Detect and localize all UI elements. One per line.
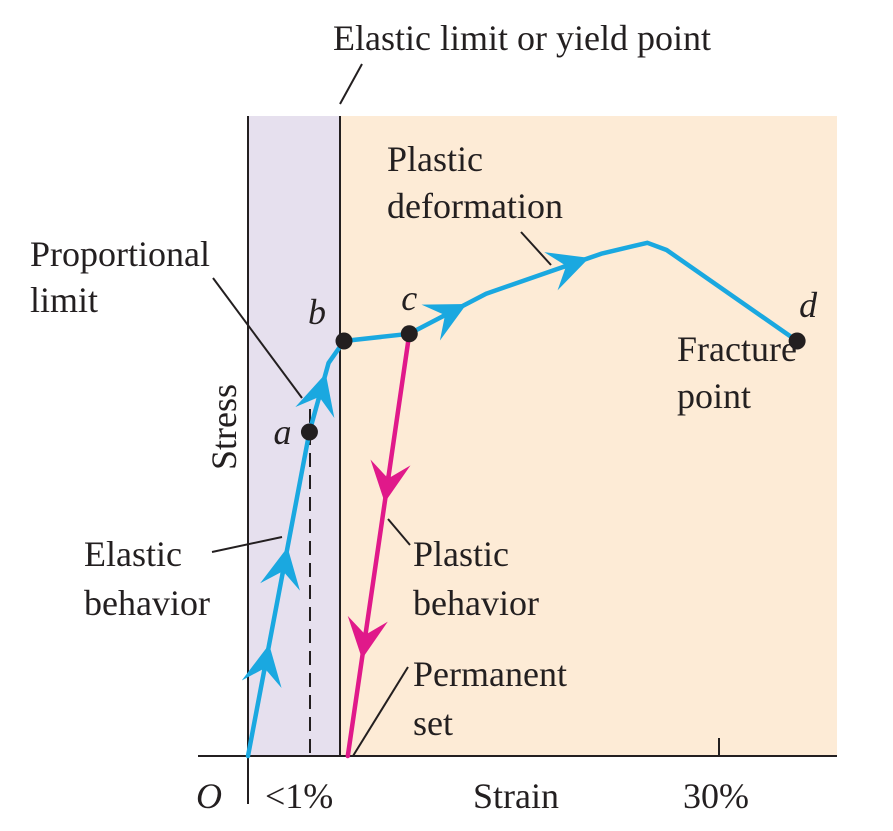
proportional-limit-label-2: limit (30, 280, 98, 320)
chart-title: Elastic limit or yield point (333, 18, 711, 58)
elastic-behavior-label-2: behavior (84, 583, 210, 623)
fracture-point-label-2: point (677, 376, 751, 416)
direction-arrow (241, 644, 282, 688)
origin-label: O (196, 776, 222, 816)
x-tick-label-1: <1% (265, 776, 333, 816)
unloading-curve (345, 331, 412, 759)
point-c (400, 325, 418, 343)
point-b (335, 332, 353, 350)
permanent-set-label-2: set (413, 703, 453, 743)
plastic-deformation-label-2: deformation (387, 186, 563, 226)
point-label-c: c (401, 278, 417, 318)
permanent-set-leader (352, 666, 409, 757)
proportional-leader (212, 277, 303, 399)
point-label-d: d (799, 285, 818, 325)
x-tick-label-2: 30% (683, 776, 749, 816)
plastic-region (340, 116, 837, 756)
plastic-deformation-label-1: Plastic (387, 139, 483, 179)
y-axis-label: Stress (204, 384, 244, 470)
point-label-a: a (273, 412, 291, 452)
point-d (788, 332, 806, 350)
plastic-behavior-label-2: behavior (413, 583, 539, 623)
x-axis-label: Strain (473, 776, 559, 816)
direction-arrow (370, 459, 411, 503)
direction-arrow (295, 373, 335, 418)
elastic-behavior-label-1: Elastic (84, 534, 182, 574)
proportional-limit-label-1: Proportional (30, 234, 210, 274)
plastic-behavior-leader (387, 518, 411, 546)
point-label-b: b (308, 292, 326, 332)
direction-arrow (260, 547, 300, 591)
plastic-behavior-label-1: Plastic (413, 534, 509, 574)
elastic-behavior-leader (211, 536, 283, 553)
point-a (300, 423, 318, 441)
plastic-deformation-leader (520, 231, 552, 266)
direction-arrow (421, 304, 467, 341)
fracture-point-label-1: Fracture (677, 329, 797, 369)
elastic-region (248, 116, 340, 756)
direction-arrow (347, 615, 388, 659)
permanent-set-label-1: Permanent (413, 654, 567, 694)
direction-arrow (544, 252, 590, 291)
yield-leader (339, 63, 363, 105)
